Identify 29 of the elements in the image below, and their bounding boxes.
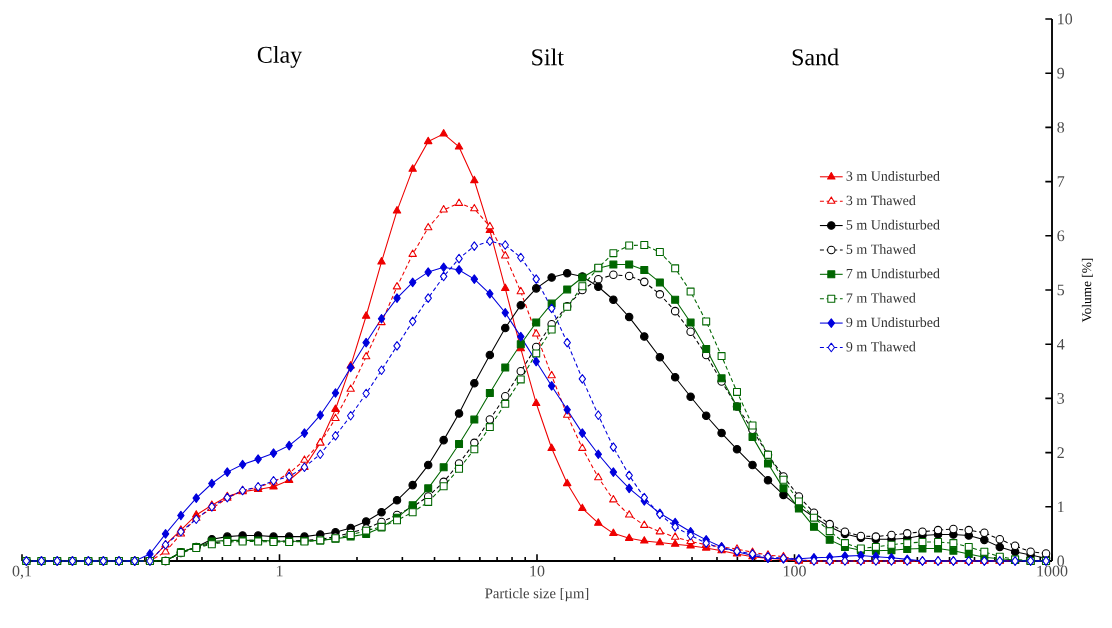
y-tick-label: 0 xyxy=(1057,555,1065,567)
y-tick-label: 2 xyxy=(1057,447,1064,458)
y-tick-label: 7 xyxy=(1057,176,1065,187)
x-axis-title: Particle size [µm] xyxy=(485,587,589,602)
x-tick-label: 1000 xyxy=(1037,565,1068,577)
legend-label: 5 m Thawed xyxy=(846,244,916,254)
y-tick-label: 8 xyxy=(1057,121,1065,133)
annotation: Silt xyxy=(532,48,564,66)
x-tick-label: 0,1 xyxy=(12,565,32,579)
legend-label: 7 m Undisturbed xyxy=(846,268,940,279)
y-tick-label: 4 xyxy=(1057,338,1065,350)
y-tick-label: 3 xyxy=(1057,393,1065,404)
x-tick-label: 1 xyxy=(276,565,283,577)
x-tick-label: 100 xyxy=(783,565,806,577)
annotation: Sand xyxy=(792,48,839,66)
y-axis-title: Volume [%] xyxy=(1081,258,1093,323)
y-tick-label: 9 xyxy=(1057,67,1065,79)
legend-label: 3 m Undisturbed xyxy=(846,170,940,181)
annotation: Clay xyxy=(257,46,303,68)
legend-label: 3 m Thawed xyxy=(846,195,916,206)
y-tick-label: 5 xyxy=(1057,284,1065,296)
y-tick-label: 10 xyxy=(1058,13,1073,25)
x-tick-label: 10 xyxy=(530,565,545,577)
y-tick-label: 1 xyxy=(1058,501,1064,513)
legend-label: 9 m Undisturbed xyxy=(846,317,940,328)
legend-label: 5 m Undisturbed xyxy=(846,219,940,230)
legend-label: 9 m Thawed xyxy=(846,341,916,352)
legend-label: 7 m Thawed xyxy=(846,292,916,303)
y-tick-label: 6 xyxy=(1057,230,1065,242)
